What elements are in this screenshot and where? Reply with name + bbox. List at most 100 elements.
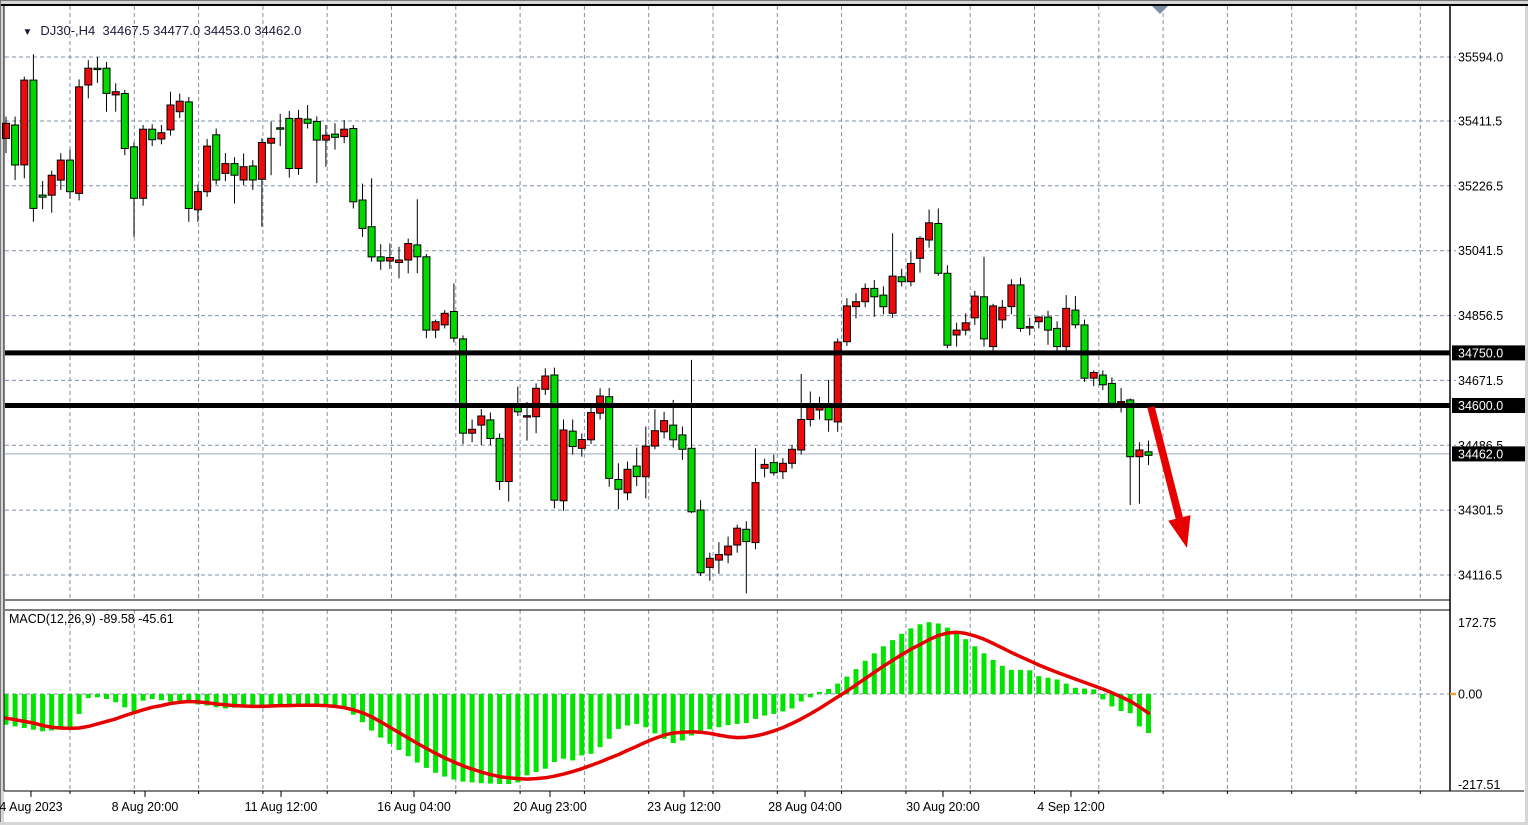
macd-histogram-bar xyxy=(689,694,694,736)
macd-histogram-bar xyxy=(1127,694,1133,714)
last-bar-marker-icon xyxy=(1152,6,1168,14)
macd-histogram-bar xyxy=(360,694,365,723)
macd-histogram-bar xyxy=(195,694,201,705)
macd-histogram-bar xyxy=(1045,677,1051,694)
candlestick xyxy=(989,305,998,348)
candlestick xyxy=(139,128,148,199)
macd-histogram-bar xyxy=(634,694,640,724)
macd-histogram-bar xyxy=(204,694,210,706)
candlestick xyxy=(230,163,239,176)
candlestick xyxy=(861,287,870,303)
candlestick xyxy=(130,146,138,199)
trend-arrow[interactable] xyxy=(1147,406,1191,548)
candlestick xyxy=(1062,307,1071,348)
candlestick xyxy=(1071,309,1080,326)
macd-histogram-bar xyxy=(670,694,676,743)
candlestick xyxy=(980,296,988,340)
macd-histogram-bar xyxy=(1036,676,1042,694)
macd-histogram-bar xyxy=(341,694,347,709)
macd-histogram-bar xyxy=(1118,694,1124,711)
candlestick xyxy=(952,329,961,336)
macd-histogram-bar xyxy=(917,624,923,694)
macd-histogram-bar xyxy=(250,694,256,706)
candlestick xyxy=(468,428,477,434)
macd-histogram-bar xyxy=(296,694,301,705)
macd-histogram-bar xyxy=(241,694,247,707)
macd-histogram-bar xyxy=(963,639,969,694)
macd-histogram-bar xyxy=(433,694,439,773)
candlestick xyxy=(102,67,111,94)
macd-histogram-bar xyxy=(515,694,521,783)
candlestick xyxy=(1107,382,1116,404)
candlestick xyxy=(733,527,742,546)
macd-histogram-bar xyxy=(954,632,960,694)
candlestick xyxy=(806,406,815,421)
macd-histogram-bar xyxy=(414,694,420,763)
time-scale[interactable]: 4 Aug 2023 8 Aug 20:00 11 Aug 12:00 16 Aug … xyxy=(0,791,1421,814)
candlestick xyxy=(568,430,577,448)
macd-histogram-bar xyxy=(478,694,484,784)
candlestick xyxy=(541,375,550,390)
time-tick-label: 28 Aug 04:00 xyxy=(768,800,842,814)
highlighted-price-label: 34600.0 xyxy=(1458,399,1503,413)
candlestick xyxy=(184,101,193,209)
candlestick xyxy=(888,275,897,314)
candlestick xyxy=(724,545,733,556)
candlestick xyxy=(477,415,486,426)
macd-histogram-bar xyxy=(3,694,9,725)
candlestick xyxy=(641,445,650,478)
macd-histogram-bar xyxy=(780,694,786,712)
candlestick xyxy=(660,420,669,433)
window-left-band xyxy=(1,6,4,825)
candlestick xyxy=(550,374,559,501)
candlestick xyxy=(321,134,330,141)
macd-tick-label: 0.00 xyxy=(1458,688,1482,702)
candlestick xyxy=(312,121,321,141)
candlestick xyxy=(532,387,541,418)
macd-histogram-bar xyxy=(588,694,594,754)
macd-histogram-bar xyxy=(76,694,82,714)
candlestick xyxy=(879,294,888,308)
candlestick xyxy=(559,429,568,502)
candlestick xyxy=(267,137,276,144)
candlestick xyxy=(285,117,294,169)
price-tick-label: 34301.5 xyxy=(1458,504,1503,518)
window-top-edge xyxy=(0,0,1528,1)
price-tick-label: 34671.5 xyxy=(1458,374,1503,388)
macd-histogram-bar xyxy=(835,683,841,694)
macd-histogram-bar xyxy=(323,694,329,705)
candlestick xyxy=(11,124,20,166)
window-bottom-band xyxy=(0,822,1528,825)
macd-histogram-bar xyxy=(707,694,713,730)
candlestick xyxy=(778,462,787,473)
macd-histogram-bar xyxy=(1018,669,1023,694)
candlestick xyxy=(47,174,56,196)
macd-histogram-bar xyxy=(625,694,630,726)
horizontal-level-lines[interactable] xyxy=(5,350,1450,408)
macd-histogram-bar xyxy=(113,694,119,703)
macd-histogram-bar xyxy=(826,689,832,694)
macd-histogram-bar xyxy=(332,694,338,706)
time-tick-label: 30 Aug 20:00 xyxy=(906,800,980,814)
candlestick xyxy=(788,448,796,464)
candlestick xyxy=(157,132,166,140)
candlestick xyxy=(1117,401,1126,404)
macd-histogram-bar xyxy=(469,694,475,783)
candlestick xyxy=(193,191,202,211)
macd-tick-label: 172.75 xyxy=(1458,616,1496,630)
macd-histogram-bar xyxy=(277,694,283,705)
symbol-dropdown-icon[interactable]: ▼ xyxy=(22,27,33,38)
price-tick-label: 35226.5 xyxy=(1458,179,1503,193)
candlestick xyxy=(385,257,394,262)
macd-histogram-bar xyxy=(104,694,109,699)
candlestick xyxy=(906,263,915,283)
price-scale[interactable]: 35594.0 35411.5 35226.5 35041.5 34856.5 34671… xyxy=(1450,51,1525,792)
candlestick xyxy=(523,415,531,418)
macd-histogram-bar xyxy=(880,646,886,694)
macd-histogram-bar xyxy=(40,694,46,732)
macd-histogram-bar xyxy=(643,694,649,728)
macd-histogram-bar xyxy=(168,694,173,702)
candlestick xyxy=(587,412,595,441)
macd-histogram-bar xyxy=(387,694,393,744)
